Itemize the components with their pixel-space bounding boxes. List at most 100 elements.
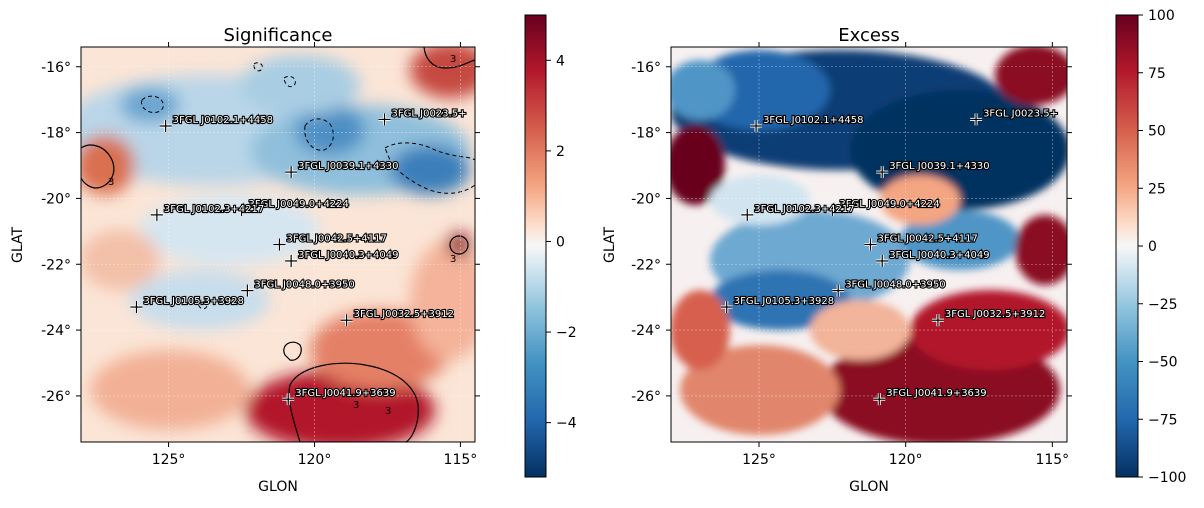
colorbar-tick-label: −100 [1148, 470, 1186, 486]
source-label: 3FGL J0102.1+4458 [173, 115, 273, 126]
colorbar-tick-label: 25 [1148, 181, 1166, 197]
source-marker [832, 284, 845, 297]
source-marker [340, 314, 353, 327]
significance-ylabel: GLAT [10, 227, 26, 263]
source-label: 3FGL J0039.1+4330 [889, 161, 989, 172]
source-marker [720, 301, 733, 314]
source-marker [873, 393, 886, 406]
source-label: 3FGL J0041.9+3639 [295, 388, 395, 399]
source-label: 3FGL J0040.3+4049 [889, 250, 989, 261]
excess-image [671, 47, 1067, 442]
source-marker [876, 166, 889, 179]
source-label: 3FGL J0105.3+3928 [143, 296, 243, 307]
colorbar-tick-label: 100 [1148, 8, 1175, 24]
colorbar-tick-label: −75 [1148, 412, 1178, 428]
source-marker [159, 120, 172, 132]
source-marker [241, 284, 254, 297]
y-tick-label: -20° [631, 191, 661, 207]
significance-colorbar: 4 2 0 −2 −4 [524, 14, 577, 478]
source-label: 3FGL J0049.0+4224 [249, 199, 349, 210]
x-tick-label: 125° [742, 452, 776, 468]
x-tick-label: 115° [1035, 452, 1069, 468]
significance-panel: Significance [10, 14, 577, 495]
source-marker [876, 254, 889, 267]
source-marker [970, 113, 983, 126]
source-marker [273, 238, 286, 251]
source-label: 3FGL J0042.5+4117 [877, 234, 977, 245]
source-label: 3FGL J0102.3+4217 [164, 204, 264, 215]
source-label: 3FGL J0023.5+ [983, 108, 1058, 119]
colorbar-tick-label: 50 [1148, 124, 1166, 140]
source-label: 3FGL J0023.5+ [392, 108, 467, 119]
colorbar-tick-label: −50 [1148, 355, 1178, 371]
svg-text:3: 3 [450, 54, 456, 65]
significance-image: 3 3 3 3 3 [81, 47, 475, 442]
source-marker [864, 238, 877, 251]
excess-title: Excess [838, 25, 899, 46]
source-label: 3FGL J0102.3+4217 [754, 204, 854, 215]
excess-ylabel: GLAT [602, 227, 618, 263]
y-tick-label: -22° [41, 257, 71, 273]
excess-ticks: 125° 120° 115° -16° -18° -20° -22° -24° -26° [631, 42, 1072, 468]
excess-sources: 3FGL J0102.1+4458 3FGL J0023.5+ 3FGL J0039… [720, 107, 1059, 406]
source-marker [378, 113, 391, 126]
source-label: 3FGL J0039.1+4330 [298, 161, 398, 172]
significance-xlabel: GLON [258, 479, 298, 495]
excess-panel: Excess [602, 8, 1186, 495]
y-tick-label: -26° [41, 389, 71, 405]
x-tick-label: 125° [152, 452, 186, 468]
source-marker [285, 166, 298, 179]
source-label: 3FGL J0032.5+3912 [945, 309, 1045, 320]
source-label: 3FGL J0102.1+4458 [763, 115, 863, 126]
source-label: 3FGL J0041.9+3639 [886, 388, 986, 399]
colorbar-tick-label: −4 [556, 416, 577, 432]
colorbar-tick-label: 4 [556, 53, 565, 69]
y-tick-label: -26° [631, 389, 661, 405]
excess-colorbar: 100 75 50 25 0 −25 −50 −75 −100 [1115, 8, 1186, 486]
significance-ticks: 125° 120° 115° -16° -18° -20° -22° -24° -26° [41, 42, 480, 468]
svg-text:3: 3 [108, 177, 114, 188]
source-label: 3FGL J0048.0+3950 [254, 280, 354, 291]
source-marker [826, 203, 839, 216]
significance-frame [80, 46, 476, 443]
source-label: 3FGL J0040.3+4049 [298, 250, 398, 261]
source-marker [130, 301, 143, 314]
x-tick-label: 120° [889, 452, 923, 468]
colorbar-tick-label: 2 [556, 144, 565, 160]
significance-sources: 3FGL J0102.1+4458 3FGL J0023.5+ 3FGL J0039… [130, 107, 468, 406]
svg-text:3: 3 [450, 254, 456, 265]
excess-frame [670, 46, 1068, 443]
source-marker [931, 314, 944, 327]
colorbar-tick-label: −2 [556, 325, 577, 341]
colorbar-tick-label: 0 [1148, 239, 1157, 255]
colorbar-tick-label: 75 [1148, 66, 1166, 82]
x-tick-label: 120° [298, 452, 332, 468]
source-label: 3FGL J0048.0+3950 [845, 280, 945, 291]
y-tick-label: -24° [41, 323, 71, 339]
source-marker [150, 208, 163, 221]
colorbar-tick-label: 0 [556, 234, 565, 250]
y-tick-label: -16° [41, 60, 71, 76]
svg-text:3: 3 [385, 406, 391, 417]
source-label: 3FGL J0042.5+4117 [286, 234, 386, 245]
source-label: 3FGL J0032.5+3912 [354, 309, 454, 320]
source-marker [285, 254, 298, 267]
source-marker [282, 393, 295, 406]
y-tick-label: -18° [41, 126, 71, 142]
y-tick-label: -24° [631, 323, 661, 339]
source-label: 3FGL J0049.0+4224 [839, 199, 939, 210]
y-tick-label: -20° [41, 191, 71, 207]
significance-colorbar-ticks: 4 2 0 −2 −4 [546, 53, 577, 432]
source-marker [741, 208, 754, 221]
source-marker [750, 120, 763, 132]
x-tick-label: 115° [444, 452, 478, 468]
colorbar-tick-label: −25 [1148, 297, 1178, 313]
source-marker [235, 203, 248, 216]
y-tick-label: -22° [631, 257, 661, 273]
source-label: 3FGL J0105.3+3928 [734, 296, 834, 307]
y-tick-label: -16° [631, 60, 661, 76]
y-tick-label: -18° [631, 126, 661, 142]
excess-xlabel: GLON [849, 479, 889, 495]
